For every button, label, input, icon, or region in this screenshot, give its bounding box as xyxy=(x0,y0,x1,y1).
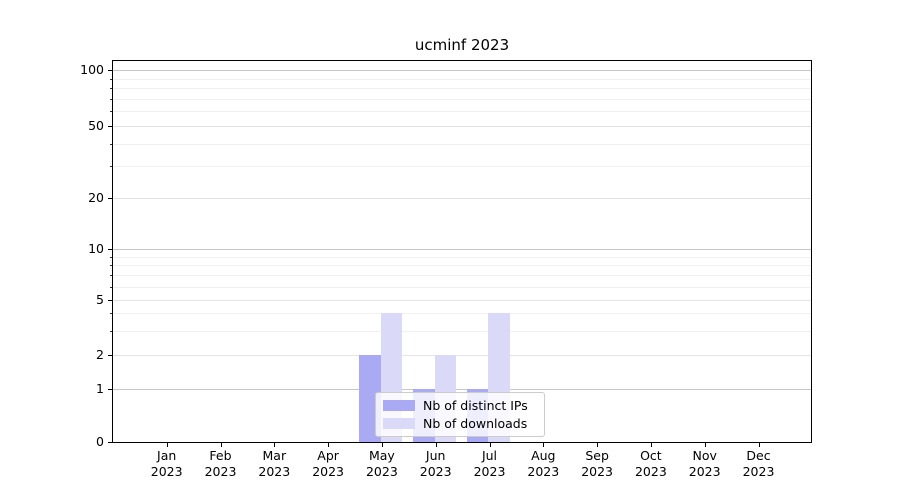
y-minor-tick-mark xyxy=(110,166,112,168)
x-tick-mark-nov xyxy=(704,443,706,447)
x-tick-label-may: May 2023 xyxy=(365,448,398,479)
y-tick-label-50: 50 xyxy=(88,118,104,133)
x-tick-mark-feb xyxy=(220,443,222,447)
legend-label-downloads: Nb of downloads xyxy=(423,416,528,431)
y-tick-label-2: 2 xyxy=(96,347,104,362)
legend-swatch-downloads xyxy=(383,418,415,429)
y-minor-tick-mark xyxy=(110,330,112,332)
gridline-minor xyxy=(113,313,811,315)
y-tick-label-0: 0 xyxy=(96,434,104,449)
gridline-minor xyxy=(113,275,811,277)
x-tick-label-jul: Jul 2023 xyxy=(473,448,506,479)
y-tick-mark-100 xyxy=(108,70,112,71)
x-tick-label-oct: Oct 2023 xyxy=(634,448,667,479)
y-tick-mark-0 xyxy=(108,442,112,443)
y-minor-tick-mark xyxy=(110,265,112,267)
y-tick-label-10: 10 xyxy=(88,241,104,256)
gridline-y-10 xyxy=(113,249,811,250)
legend-item-distinct-ips: Nb of distinct IPs xyxy=(383,398,537,413)
gridline-minor xyxy=(113,265,811,267)
x-tick-mark-jan xyxy=(166,443,168,447)
x-tick-mark-apr xyxy=(328,443,330,447)
x-tick-mark-oct xyxy=(650,443,652,447)
x-tick-mark-may xyxy=(381,443,383,447)
y-minor-tick-mark xyxy=(110,88,112,90)
y-minor-tick-mark xyxy=(110,286,112,288)
gridline-y-2 xyxy=(113,355,811,356)
y-tick-label-100: 100 xyxy=(80,62,104,77)
gridline-minor xyxy=(113,143,811,145)
gridline-y-20 xyxy=(113,198,811,199)
y-minor-tick-mark xyxy=(110,143,112,145)
x-tick-label-dec: Dec 2023 xyxy=(742,448,775,479)
y-minor-tick-mark xyxy=(110,313,112,315)
y-tick-mark-2 xyxy=(108,355,112,356)
y-tick-label-1: 1 xyxy=(96,381,104,396)
x-tick-mark-jul xyxy=(489,443,491,447)
y-tick-mark-1 xyxy=(108,389,112,390)
gridline-minor xyxy=(113,166,811,168)
y-tick-mark-50 xyxy=(108,126,112,127)
legend-label-distinct-ips: Nb of distinct IPs xyxy=(423,398,528,413)
y-tick-mark-20 xyxy=(108,198,112,199)
x-tick-label-jun: Jun 2023 xyxy=(419,448,452,479)
y-minor-tick-mark xyxy=(110,256,112,258)
gridline-minor xyxy=(113,98,811,100)
legend-swatch-distinct-ips xyxy=(383,400,415,411)
gridline-minor xyxy=(113,330,811,332)
y-minor-tick-mark xyxy=(110,275,112,277)
x-tick-mark-sep xyxy=(597,443,599,447)
x-tick-label-sep: Sep 2023 xyxy=(581,448,613,479)
y-minor-tick-mark xyxy=(110,111,112,113)
y-minor-tick-mark xyxy=(110,78,112,80)
gridline-minor xyxy=(113,256,811,258)
x-tick-label-feb: Feb 2023 xyxy=(204,448,237,479)
gridline-y-100 xyxy=(113,70,811,71)
x-tick-label-mar: Mar 2023 xyxy=(258,448,291,479)
x-tick-label-aug: Aug 2023 xyxy=(527,448,560,479)
gridline-y-1 xyxy=(113,389,811,390)
x-tick-mark-jun xyxy=(435,443,437,447)
gridline-y-50 xyxy=(113,126,811,127)
x-tick-label-apr: Apr 2023 xyxy=(312,448,344,479)
y-minor-tick-mark xyxy=(110,98,112,100)
y-tick-mark-10 xyxy=(108,249,112,250)
y-tick-label-20: 20 xyxy=(88,190,104,205)
legend-item-downloads: Nb of downloads xyxy=(383,416,537,431)
gridline-y-5 xyxy=(113,300,811,301)
gridline-minor xyxy=(113,88,811,90)
plot-area: Nb of distinct IPs Nb of downloads xyxy=(108,60,812,447)
gridline-minor xyxy=(113,111,811,113)
x-tick-label-jan: Jan 2023 xyxy=(150,448,183,479)
legend: Nb of distinct IPs Nb of downloads xyxy=(375,392,545,437)
y-tick-label-5: 5 xyxy=(96,292,104,307)
y-tick-mark-5 xyxy=(108,300,112,301)
x-tick-mark-dec xyxy=(758,443,760,447)
x-tick-mark-mar xyxy=(274,443,276,447)
chart-title: ucminf 2023 xyxy=(414,36,510,54)
gridline-minor xyxy=(113,286,811,288)
x-tick-label-nov: Nov 2023 xyxy=(688,448,721,479)
x-tick-mark-aug xyxy=(543,443,545,447)
gridline-minor xyxy=(113,78,811,80)
